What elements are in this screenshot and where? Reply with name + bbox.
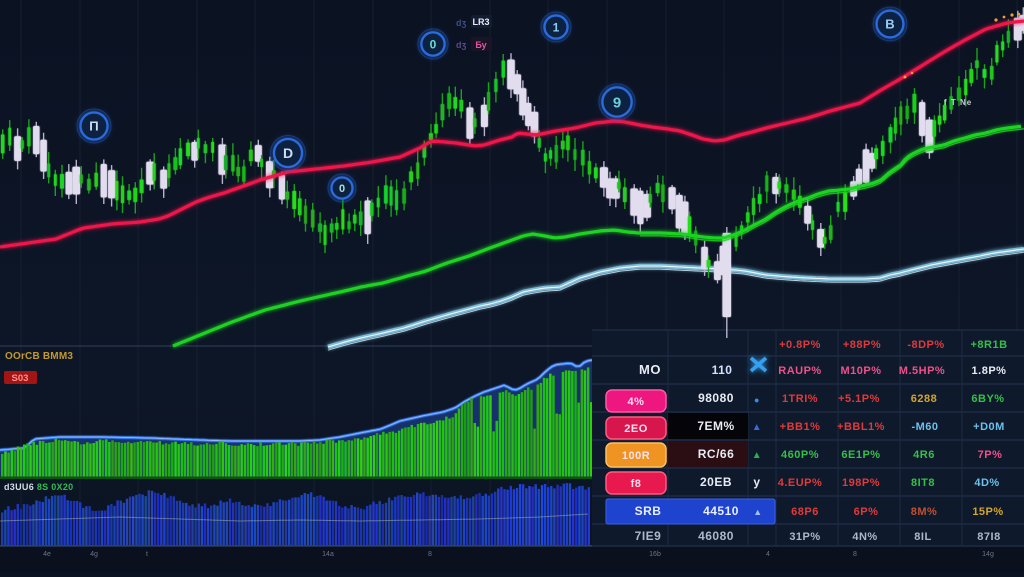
svg-text:16b: 16b <box>649 551 661 558</box>
svg-text:46080: 46080 <box>698 529 734 543</box>
svg-text:SRB: SRB <box>635 504 662 518</box>
svg-text:+BBL1%: +BBL1% <box>837 421 885 433</box>
svg-text:460P%: 460P% <box>781 449 819 461</box>
svg-text:●: ● <box>754 395 760 405</box>
svg-text:4R6: 4R6 <box>913 449 935 461</box>
svg-text:14a: 14a <box>322 551 334 558</box>
svg-text:+88P%: +88P% <box>843 339 881 351</box>
svg-text:M.5HP%: M.5HP% <box>899 365 945 377</box>
svg-text:7IE9: 7IE9 <box>635 529 662 543</box>
svg-text:4N%: 4N% <box>852 531 877 543</box>
svg-text:100R: 100R <box>622 450 650 462</box>
svg-text:8: 8 <box>853 551 857 558</box>
svg-text:f T Ne: f T Ne <box>944 98 972 107</box>
svg-text:8: 8 <box>428 551 432 558</box>
svg-text:Π: Π <box>89 119 98 134</box>
svg-text:4D%: 4D% <box>974 477 999 489</box>
svg-text:▲: ▲ <box>753 507 762 517</box>
svg-text:d3UU6 8S 0X20: d3UU6 8S 0X20 <box>4 482 73 492</box>
svg-text:4.EUP%: 4.EUP% <box>778 477 823 489</box>
svg-text:-8DP%: -8DP% <box>907 339 944 351</box>
svg-text:7P%: 7P% <box>978 449 1003 461</box>
svg-text:S03: S03 <box>12 373 29 384</box>
svg-text:+0.8P%: +0.8P% <box>779 339 821 351</box>
svg-text:D: D <box>283 145 293 161</box>
svg-text:1.8P%: 1.8P% <box>972 365 1007 377</box>
svg-text:68P6: 68P6 <box>791 506 819 518</box>
svg-text:8IT8: 8IT8 <box>911 477 935 489</box>
svg-text:M10P%: M10P% <box>840 365 881 377</box>
svg-text:8IL: 8IL <box>914 531 931 543</box>
svg-text:LR3: LR3 <box>472 17 489 27</box>
svg-text:198P%: 198P% <box>842 477 880 489</box>
svg-text:+D0M: +D0M <box>973 421 1005 433</box>
svg-text:6E1P%: 6E1P% <box>841 449 880 461</box>
svg-text:dʒ: dʒ <box>456 18 466 28</box>
svg-text:+8R1B: +8R1B <box>970 339 1007 351</box>
svg-text:9: 9 <box>613 94 621 111</box>
svg-text:44510: 44510 <box>703 504 739 518</box>
svg-text:▲: ▲ <box>752 450 762 461</box>
svg-text:OOrCB BMM3: OOrCB BMM3 <box>5 351 73 362</box>
svg-text:RAUP%: RAUP% <box>778 365 821 377</box>
svg-text:4e: 4e <box>43 551 51 558</box>
svg-text:6P%: 6P% <box>854 506 879 518</box>
svg-text:4%: 4% <box>628 396 645 408</box>
svg-text:t: t <box>146 551 148 558</box>
svg-text:15P%: 15P% <box>972 506 1003 518</box>
svg-text:+5.1P%: +5.1P% <box>838 393 880 405</box>
svg-text:8M%: 8M% <box>911 506 938 518</box>
svg-text:dʒ: dʒ <box>456 40 466 50</box>
svg-text:Бу: Бу <box>475 40 486 50</box>
svg-text:f8: f8 <box>631 478 642 490</box>
svg-text:RC/66: RC/66 <box>698 447 735 461</box>
svg-text:4g: 4g <box>90 551 98 558</box>
svg-text:0: 0 <box>430 37 437 51</box>
svg-text:31P%: 31P% <box>789 531 820 543</box>
svg-text:87I8: 87I8 <box>977 531 1000 543</box>
svg-text:y: y <box>753 475 760 489</box>
svg-text:1: 1 <box>553 20 560 34</box>
svg-text:2EO: 2EO <box>624 423 648 435</box>
svg-text:+BB1%: +BB1% <box>780 421 821 433</box>
svg-text:1TRI%: 1TRI% <box>782 393 818 405</box>
svg-text:110: 110 <box>712 363 733 377</box>
svg-text:▲: ▲ <box>752 422 762 433</box>
svg-text:-M60: -M60 <box>911 421 938 433</box>
svg-text:4: 4 <box>766 551 770 558</box>
svg-text:MO: MO <box>639 362 661 377</box>
svg-text:6288: 6288 <box>911 393 937 405</box>
svg-text:98080: 98080 <box>698 391 734 405</box>
svg-text:B: B <box>885 17 894 32</box>
svg-text:6BY%: 6BY% <box>971 393 1004 405</box>
svg-text:20EB: 20EB <box>700 475 732 489</box>
svg-text:14g: 14g <box>982 551 994 558</box>
svg-text:0: 0 <box>339 183 345 195</box>
svg-text:7EM%: 7EM% <box>697 419 734 433</box>
